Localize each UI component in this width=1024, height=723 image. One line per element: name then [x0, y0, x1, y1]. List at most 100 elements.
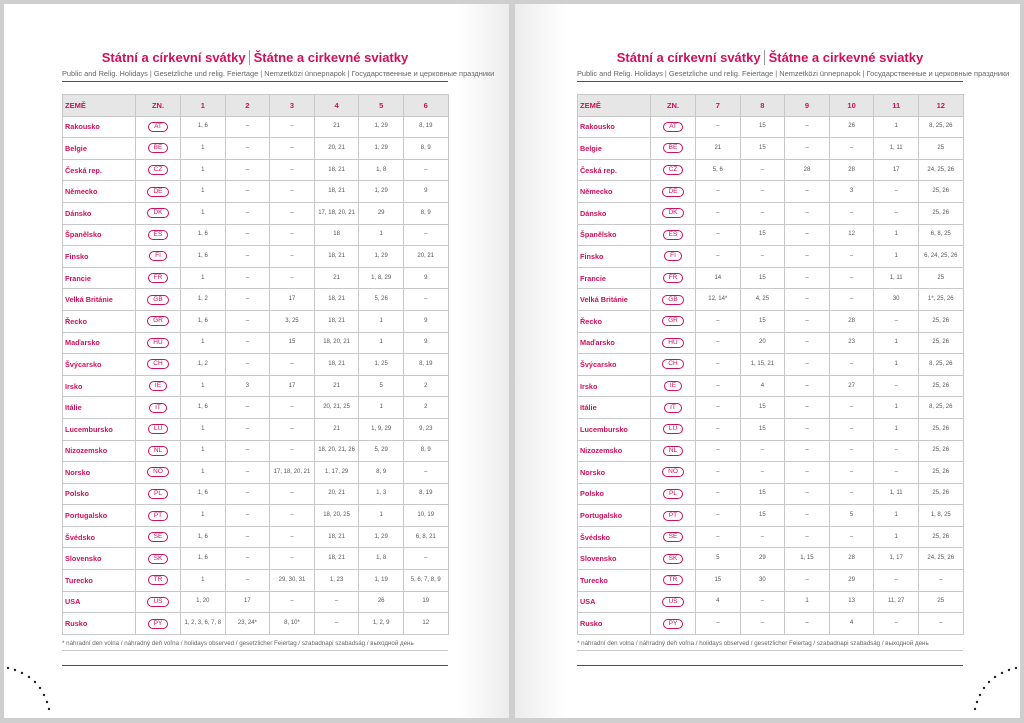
country-code: IT	[149, 402, 167, 413]
code-cell: NO	[135, 461, 181, 484]
code-cell: SE	[135, 525, 181, 549]
country-code: NL	[147, 445, 169, 456]
code-cell: PT	[135, 504, 181, 527]
holiday-dates: 8, 9	[358, 461, 404, 484]
country: Irsko	[62, 374, 136, 398]
holiday-dates: –	[269, 115, 315, 139]
holiday-dates: 1	[358, 331, 404, 355]
holiday-dates: –	[224, 158, 271, 182]
holiday-dates: –	[784, 223, 830, 247]
holiday-dates: 17, 18, 20, 21	[313, 201, 360, 225]
country: Švédsko	[62, 525, 136, 549]
holiday-dates: 1	[180, 569, 226, 592]
holiday-dates: –	[739, 245, 786, 268]
holiday-dates: –	[224, 331, 271, 355]
country: Itálie	[62, 396, 136, 419]
holiday-dates: –	[695, 245, 741, 268]
column-header: 10	[828, 94, 875, 117]
holiday-dates: 1	[873, 353, 919, 376]
holiday-dates: 1, 6	[180, 482, 226, 506]
holiday-dates: –	[224, 245, 271, 268]
country-code: ES	[147, 229, 169, 240]
holiday-dates: –	[784, 309, 830, 333]
country-code: AT	[663, 121, 683, 132]
holiday-dates: 1, 17, 29	[313, 461, 360, 484]
country-code: BE	[662, 143, 684, 154]
country: Finsko	[62, 245, 136, 268]
holiday-table: ZEMĚ ZN. 1 2 3 4 5 6 Rakousko AT 1, 6– –21 1, 29 8, 1…	[62, 94, 449, 635]
holiday-dates: 21	[695, 137, 741, 160]
table-row: Portugalsko PT 1– –18, 20, 25 1 10, 19	[62, 504, 449, 527]
holiday-dates: 1	[873, 525, 919, 549]
holiday-dates: 24, 25, 26	[917, 547, 964, 571]
holiday-dates: 30	[873, 288, 919, 311]
code-cell: GR	[650, 309, 696, 333]
country-code: PT	[662, 510, 684, 521]
country: Nizozemsko	[62, 439, 136, 463]
table-row: Nizozemsko NL – – – – –25, 26	[577, 439, 964, 463]
holiday-dates: –	[269, 266, 315, 290]
holiday-dates: 1	[180, 439, 226, 463]
holiday-dates: 17	[269, 288, 315, 311]
holiday-dates: –	[784, 288, 830, 311]
holiday-dates: –	[269, 223, 315, 247]
code-cell: CH	[650, 353, 696, 376]
code-cell: PL	[135, 482, 181, 506]
country-code: DK	[147, 208, 169, 219]
holiday-dates: –	[695, 461, 741, 484]
holiday-dates: –	[917, 612, 964, 635]
code-cell: ES	[650, 223, 696, 247]
country-code: SK	[147, 553, 169, 564]
country: Norsko	[577, 461, 651, 484]
country: Švédsko	[577, 525, 651, 549]
holiday-dates: 8, 9	[402, 137, 449, 160]
holiday-dates: 5, 29	[358, 439, 404, 463]
holiday-dates: 2	[402, 374, 449, 398]
table-row: Slovensko SK 1, 6– –18, 21 1, 8–	[62, 547, 449, 571]
table-row: Česká rep. CZ 5, 6–28 28 17 24, 25, 26	[577, 158, 964, 182]
code-cell: IE	[135, 374, 181, 398]
country-code: PL	[663, 488, 683, 499]
column-header: 2	[224, 94, 271, 117]
code-cell: DK	[135, 201, 181, 225]
holiday-dates: –	[313, 590, 360, 614]
holiday-dates: 5	[828, 504, 875, 527]
country: Rusko	[62, 612, 136, 635]
column-header: ZEMĚ	[577, 94, 651, 117]
holiday-dates: –	[784, 417, 830, 441]
holiday-dates: 1, 25	[358, 353, 404, 376]
country-code: US	[662, 596, 684, 607]
left-page: Státní a církevní svátky Štátne a cirkevn…	[4, 4, 509, 718]
holiday-dates: 1	[180, 266, 226, 290]
holiday-dates: –	[828, 482, 875, 506]
bottom-rule	[577, 665, 963, 666]
holiday-dates: –	[269, 353, 315, 376]
holiday-dates: 29, 30, 31	[269, 569, 315, 592]
code-cell: AT	[135, 115, 181, 139]
holiday-dates: 25, 26	[917, 180, 964, 203]
holiday-dates: 1, 29	[358, 137, 404, 160]
holiday-dates: 1, 2	[180, 353, 226, 376]
holiday-dates: 1, 6	[180, 547, 226, 571]
holiday-dates: 9	[402, 180, 449, 203]
holiday-dates: 3	[224, 374, 271, 398]
holiday-dates: –	[739, 180, 786, 203]
holiday-dates: 1, 29	[358, 180, 404, 203]
holiday-dates: –	[224, 417, 271, 441]
holiday-dates: 1	[180, 504, 226, 527]
country-code: CZ	[662, 165, 684, 176]
holiday-dates: 1, 8, 25	[917, 504, 964, 527]
holiday-dates: –	[784, 245, 830, 268]
holiday-dates: 1	[784, 590, 830, 614]
code-cell: US	[135, 590, 181, 614]
holiday-dates: 1, 6	[180, 223, 226, 247]
holiday-dates: –	[224, 201, 271, 225]
holiday-dates: –	[873, 612, 919, 635]
holiday-dates: 1, 6	[180, 309, 226, 333]
holiday-dates: 1	[873, 245, 919, 268]
holiday-dates: 25, 26	[917, 525, 964, 549]
code-cell: PY	[650, 612, 696, 635]
holiday-dates: –	[402, 461, 449, 484]
holiday-dates: –	[784, 137, 830, 160]
holiday-dates: –	[224, 137, 271, 160]
